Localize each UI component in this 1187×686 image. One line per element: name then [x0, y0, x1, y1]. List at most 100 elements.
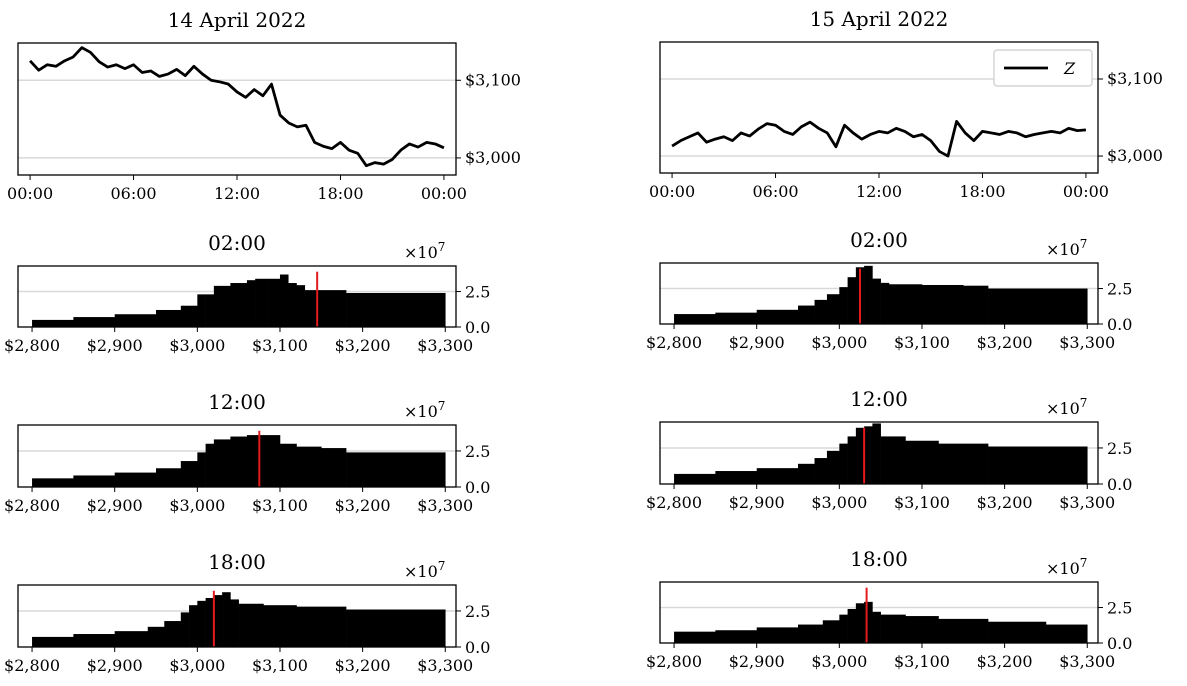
exponent-base: ×10 — [404, 562, 438, 581]
x-tick-label: $2,900 — [729, 652, 785, 671]
exponent-label: ×107 — [1046, 237, 1087, 259]
depth-bar — [826, 294, 840, 324]
x-tick-label: $3,000 — [811, 493, 867, 512]
depth-bar — [839, 287, 848, 324]
exponent-base: ×10 — [404, 402, 438, 421]
exponent-power: 7 — [1080, 396, 1088, 410]
x-tick-label: 00:00 — [421, 184, 467, 203]
depth-bar — [346, 609, 446, 647]
x-tick-label: $2,900 — [729, 493, 785, 512]
depth-bar — [32, 636, 74, 647]
depth-bar — [826, 450, 840, 484]
depth-bar — [880, 282, 890, 324]
depth-bar — [296, 285, 306, 327]
depth-bar — [32, 319, 74, 327]
depth-bar — [674, 473, 716, 484]
x-tick-label: $3,200 — [977, 652, 1033, 671]
axes-frame — [17, 584, 457, 648]
y-tick-label: 2.5 — [465, 602, 490, 621]
depth-bar — [230, 436, 248, 487]
x-tick-label: $3,200 — [977, 333, 1033, 352]
x-tick-label: $3,300 — [417, 336, 473, 355]
x-tick-label: $2,800 — [646, 652, 702, 671]
depth-bar — [938, 618, 989, 643]
depth-bar — [756, 309, 799, 324]
depth-bar — [756, 627, 799, 643]
depth-bar — [888, 284, 923, 324]
x-tick-label: $2,800 — [646, 493, 702, 512]
depth-bar — [798, 305, 815, 324]
exponent-power: 7 — [1080, 556, 1088, 570]
depth-bar — [880, 614, 906, 643]
depth-bar — [263, 605, 297, 647]
x-tick-label: $2,900 — [729, 333, 785, 352]
book_14_0200-chart: 02:00 $2,800 $2,900 $3,000 $3,100 $3,200 $3,30… — [4, 231, 490, 355]
book_15_1800-chart: 18:00 $2,800 $2,900 $3,000 $3,100 $3,200 $3,30… — [646, 547, 1132, 671]
depth-bar — [321, 448, 347, 487]
depth-bar — [238, 603, 264, 647]
depth-bar — [674, 314, 716, 324]
depth-bar — [304, 290, 347, 327]
exponent-label: ×107 — [1046, 556, 1087, 578]
chart-title: 02:00 — [208, 231, 266, 255]
exponent-base: ×10 — [404, 243, 438, 262]
depth-bar — [822, 620, 840, 643]
depth-bar — [988, 446, 1088, 484]
x-tick-label: 00:00 — [1063, 182, 1109, 201]
x-tick-label: 18:00 — [959, 182, 1005, 201]
chart-title: 18:00 — [850, 547, 908, 571]
y-tick-label: 0.0 — [465, 638, 490, 657]
chart-title: 18:00 — [208, 550, 266, 574]
depth-bar — [814, 458, 828, 484]
depth-bar — [346, 452, 446, 487]
y-tick-label: 2.5 — [1107, 439, 1132, 458]
exponent-label: ×107 — [404, 399, 445, 421]
depth-bar — [715, 630, 757, 643]
book_15_1200-chart: 12:00 $2,800 $2,900 $3,000 $3,100 $3,200 $3,30… — [646, 387, 1132, 512]
depth-bar — [73, 317, 115, 327]
x-tick-label: $3,200 — [335, 496, 391, 515]
y-tick-label: $3,100 — [465, 70, 521, 89]
depth-bar — [715, 312, 757, 324]
y-tick-label: 2.5 — [1107, 280, 1132, 299]
book_15_0200-chart: 02:00 $2,800 $2,900 $3,000 $3,100 $3,200 $3,30… — [646, 228, 1132, 352]
x-tick-label: $3,200 — [977, 493, 1033, 512]
chart-title: 12:00 — [850, 387, 908, 411]
depth-bar — [872, 423, 881, 484]
depth-bar — [296, 606, 347, 647]
depth-bar — [180, 305, 198, 327]
axes-frame — [659, 262, 1099, 325]
depth-bar — [205, 597, 215, 647]
exponent-base: ×10 — [1046, 240, 1080, 259]
exponent-power: 7 — [438, 559, 446, 573]
depth-bar — [814, 299, 828, 324]
chart-title: 02:00 — [850, 228, 908, 252]
x-tick-label: $3,000 — [811, 333, 867, 352]
depth-bar — [855, 603, 865, 643]
x-tick-label: 06:00 — [752, 182, 798, 201]
x-tick-label: $3,000 — [169, 496, 225, 515]
depth-bar — [938, 443, 989, 484]
depth-bar — [205, 443, 215, 487]
depth-bar — [872, 611, 881, 643]
depth-bar — [197, 294, 206, 327]
depth-bar — [263, 435, 281, 487]
x-tick-label: $3,000 — [169, 656, 225, 675]
depth-bar — [1045, 624, 1088, 643]
exponent-power: 7 — [438, 399, 446, 413]
x-tick-label: $3,300 — [417, 496, 473, 515]
x-tick-label: $2,800 — [646, 333, 702, 352]
depth-bar — [674, 631, 716, 643]
exponent-power: 7 — [1080, 237, 1088, 251]
exponent-label: ×107 — [404, 559, 445, 581]
depth-bar — [32, 478, 74, 487]
price-series-line — [671, 119, 1087, 158]
depth-bar — [197, 600, 206, 647]
x-tick-label: $3,100 — [252, 336, 308, 355]
x-tick-label: 12:00 — [214, 184, 260, 203]
price_14-chart: 14 April 2022 00:00 06:00 12:00 18:00 00:00 $3… — [7, 8, 521, 203]
depth-bar — [847, 608, 857, 643]
x-tick-label: $2,900 — [87, 496, 143, 515]
depth-bar — [715, 471, 757, 484]
depth-bar — [246, 435, 264, 487]
